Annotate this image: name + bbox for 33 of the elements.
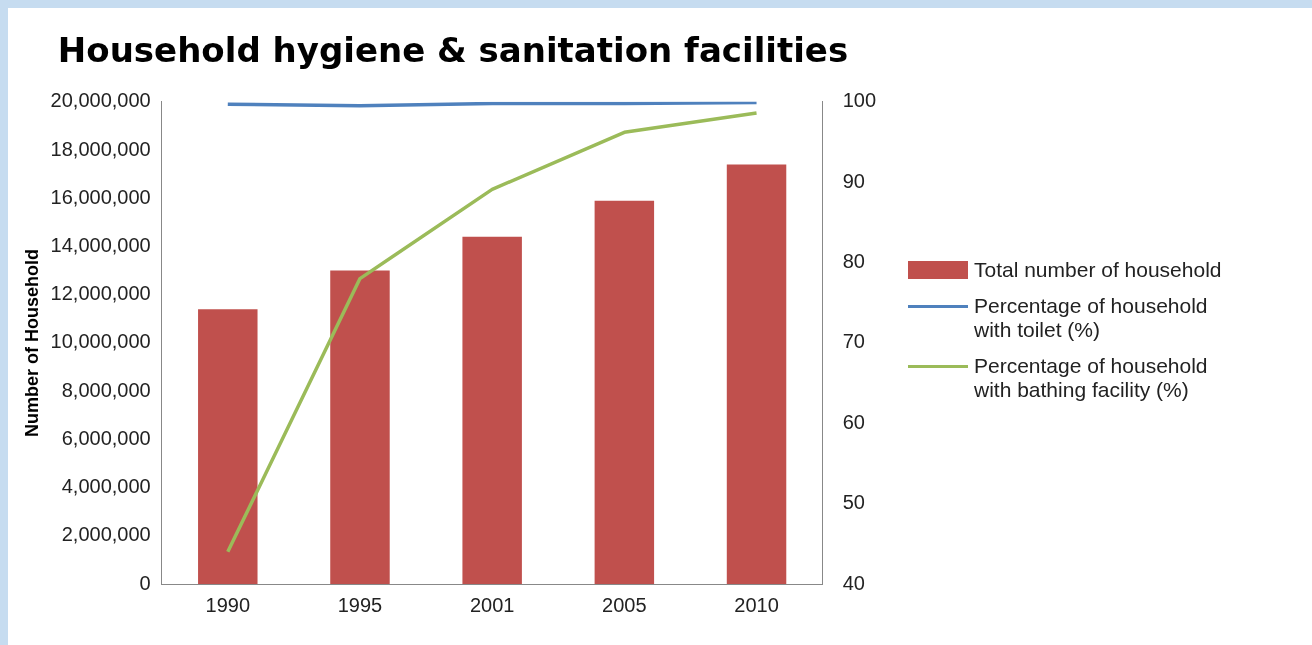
y2-tick-label: 70: [842, 330, 865, 353]
bar: [198, 309, 258, 584]
x-tick-label: 1995: [337, 593, 383, 616]
y2-tick-label: 80: [842, 250, 865, 273]
x-tick-label: 2001: [469, 593, 515, 616]
bar: [594, 200, 655, 584]
y-tick-label: 4,000,000: [61, 475, 151, 498]
legend-label: Total number of household: [974, 258, 1223, 282]
y-tick-label: 16,000,000: [50, 185, 151, 208]
y-tick-label: 0: [139, 571, 151, 594]
legend-label: Percentage of household with toilet (%): [974, 294, 1209, 342]
legend-label: Percentage of household with bathing facility (%): [974, 354, 1209, 402]
x-tick-label: 2005: [602, 593, 647, 616]
y2-tick-label: 60: [842, 410, 865, 433]
y-tick-label: 12,000,000: [50, 282, 151, 305]
y-tick-label: 18,000,000: [50, 137, 151, 160]
chart-title: Household hygiene & sanitation facilities: [57, 30, 849, 71]
y-axis-title: Number of Household: [21, 248, 42, 437]
bar: [462, 236, 522, 584]
y-tick-label: 6,000,000: [61, 426, 151, 449]
y-tick-label: 2,000,000: [61, 523, 151, 546]
y-tick-label: 10,000,000: [50, 330, 151, 353]
y2-tick-label: 100: [842, 89, 877, 112]
y2-tick-label: 40: [842, 571, 865, 594]
bar: [330, 270, 390, 584]
x-tick-label: 1990: [205, 593, 251, 616]
y-tick-label: 14,000,000: [50, 233, 151, 256]
x-tick-label: 2010: [734, 593, 779, 616]
y2-tick-label: 50: [842, 491, 865, 514]
y-tick-label: 8,000,000: [61, 378, 151, 401]
bar: [726, 164, 787, 584]
y-tick-label: 20,000,000: [50, 89, 151, 112]
y2-tick-label: 90: [842, 169, 865, 192]
